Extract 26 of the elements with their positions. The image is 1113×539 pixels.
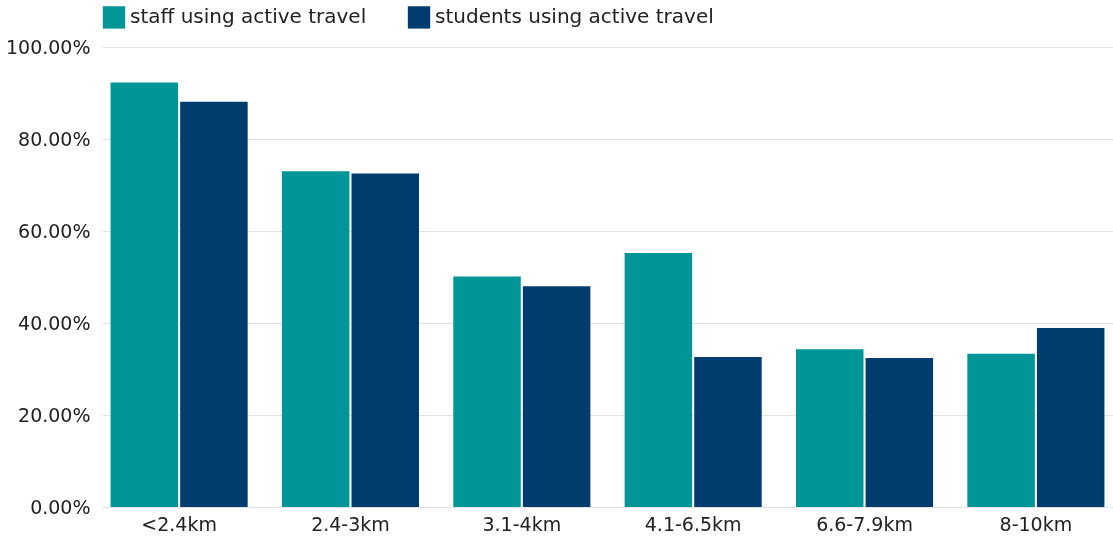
x-tick-label: 8-10km [999, 512, 1073, 535]
x-tick-label: 6.6-7.9km [816, 512, 913, 535]
y-tick-label: 100.00% [5, 35, 91, 58]
y-tick-label: 0.00% [30, 495, 91, 518]
x-tick-label: 3.1-4km [482, 512, 562, 535]
bar [453, 276, 521, 507]
x-tick-label: <2.4km [141, 512, 217, 535]
bar [694, 357, 762, 507]
y-tick-label: 40.00% [18, 311, 91, 334]
x-tick-label: 2.4-3km [311, 512, 390, 535]
bar [967, 353, 1035, 507]
bar [281, 171, 350, 507]
y-tick-label: 20.00% [18, 403, 91, 426]
bar [522, 286, 591, 507]
bar [180, 101, 248, 507]
x-tick-label: 4.1-6.5km [644, 512, 742, 535]
bar [865, 357, 934, 507]
legend-label: staff using active travel [130, 4, 367, 29]
bar [795, 349, 864, 507]
bar [1036, 328, 1105, 507]
bar [110, 82, 179, 507]
y-tick-label: 80.00% [18, 127, 91, 150]
bar [351, 173, 420, 507]
y-tick-label: 60.00% [18, 219, 91, 242]
legend-label: students using active travel [435, 4, 714, 29]
bar [624, 253, 693, 507]
